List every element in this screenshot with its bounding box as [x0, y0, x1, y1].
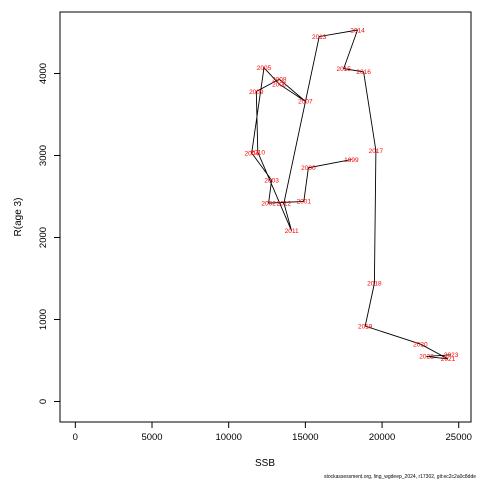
x-axis: 0 5000 10000 15000 20000 25000: [73, 421, 472, 443]
x-tick-label: 25000: [446, 432, 472, 443]
year-labels: 1999 2000 2001 2002 2003 2004 2005 2006 2007 2008…: [244, 27, 458, 363]
year-label-2020: 2020: [413, 341, 428, 348]
year-label-2013: 2013: [312, 34, 327, 41]
year-label-2018: 2018: [367, 281, 382, 288]
year-label-2007: 2007: [298, 99, 313, 106]
y-tick-label: 1000: [38, 309, 49, 330]
year-label-2005: 2005: [257, 65, 272, 72]
year-label-2009: 2009: [249, 89, 264, 96]
x-tick-label: 0: [73, 432, 78, 443]
year-label-2021: 2021: [441, 356, 456, 363]
year-label-2015: 2015: [336, 66, 351, 73]
year-label-2012: 2012: [277, 200, 292, 207]
y-tick-label: 0: [38, 399, 49, 404]
y-tick-label: 3000: [38, 145, 49, 166]
x-tick-label: 15000: [292, 432, 318, 443]
year-label-2004: 2004: [244, 150, 259, 157]
year-label-2006: 2006: [272, 82, 287, 89]
year-label-2017: 2017: [369, 148, 384, 155]
y-tick-label: 4000: [38, 63, 49, 84]
year-label-2003: 2003: [264, 177, 279, 184]
x-tick-label: 20000: [369, 432, 395, 443]
year-label-2000: 2000: [301, 165, 316, 172]
year-label-2014: 2014: [350, 27, 365, 34]
caption: stockassessment.org, ling_wgdeep_2024, r…: [324, 474, 476, 480]
x-tick-label: 10000: [215, 432, 241, 443]
x-axis-title: SSB: [255, 458, 275, 469]
y-axis-title: R(age 3): [13, 198, 24, 237]
year-label-2008: 2008: [272, 77, 287, 84]
ssb-recruitment-trajectory-line: [251, 29, 452, 360]
year-label-2023: 2023: [444, 352, 459, 359]
year-label-2016: 2016: [356, 69, 371, 76]
year-label-2001: 2001: [297, 199, 312, 206]
year-label-2022: 2022: [419, 354, 434, 361]
year-label-2011: 2011: [285, 228, 299, 235]
year-label-1999: 1999: [344, 157, 359, 164]
x-tick-label: 5000: [141, 432, 162, 443]
year-label-2010: 2010: [251, 150, 266, 157]
plot-box: [59, 11, 472, 423]
year-label-2019: 2019: [358, 323, 373, 330]
year-label-2002: 2002: [261, 200, 276, 207]
y-tick-label: 2000: [38, 227, 49, 248]
y-axis: 0 1000 2000 3000 4000: [38, 63, 61, 404]
